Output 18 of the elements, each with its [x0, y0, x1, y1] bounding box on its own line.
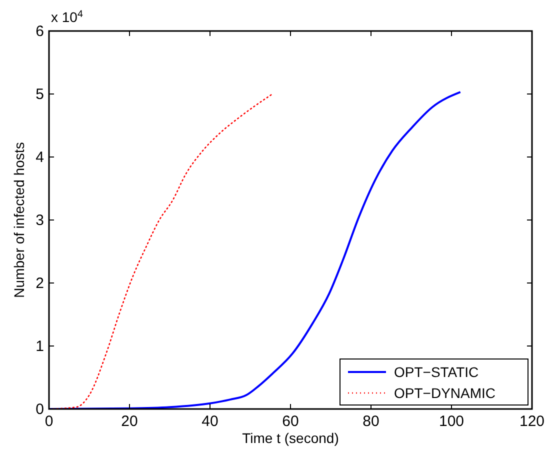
x-tick-label: 120	[519, 413, 545, 430]
x-tick-label: 40	[202, 413, 218, 430]
x-axis-title: Time t (second)	[242, 430, 339, 446]
y-tick-label: 4	[36, 149, 44, 166]
y-tick-label: 6	[36, 23, 44, 40]
x-tick-label: 80	[362, 413, 380, 430]
x-tick-label: 20	[121, 413, 138, 430]
y-tick-label: 1	[36, 338, 44, 355]
y-tick-label: 5	[36, 86, 44, 103]
text: x 10$^{4}$	[51, 8, 84, 25]
x-tick-label: 100	[438, 413, 464, 430]
legend-label: OPT−DYNAMIC	[394, 385, 496, 401]
y-tick-label: 3	[36, 212, 44, 229]
y-tick-label: 2	[36, 275, 44, 292]
y-tick-label: 0	[36, 401, 44, 418]
y-axis-title: Number of infected hosts	[11, 142, 27, 298]
x-tick-label: 60	[282, 413, 299, 430]
legend-label: OPT−STATIC	[394, 364, 479, 380]
